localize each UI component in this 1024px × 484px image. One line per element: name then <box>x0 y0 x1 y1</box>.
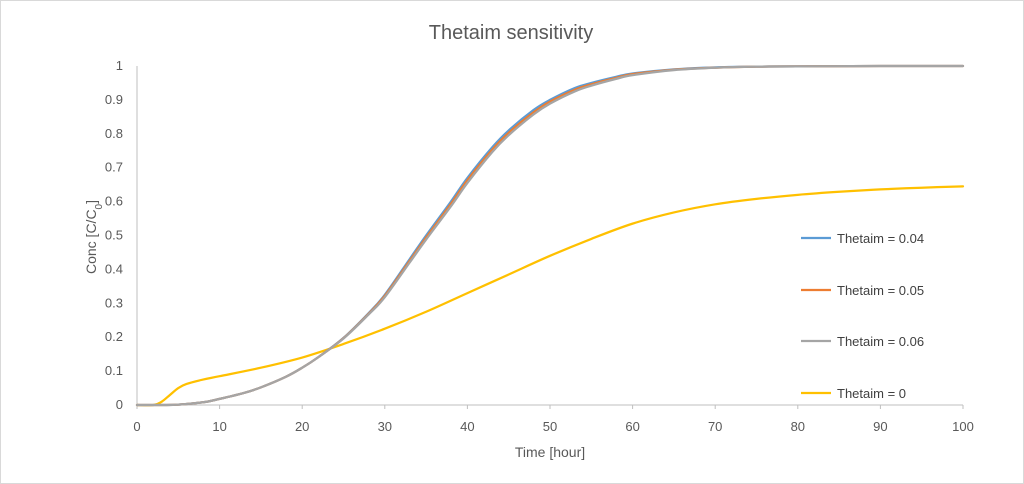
y-tick-label: 0.6 <box>105 194 123 209</box>
legend-label: Thetaim = 0.06 <box>837 334 924 349</box>
x-tick-label: 40 <box>460 419 474 434</box>
y-tick-label: 0.3 <box>105 295 123 310</box>
y-tick-label: 0.5 <box>105 228 123 243</box>
x-tick-label: 10 <box>212 419 226 434</box>
y-tick-label: 0.1 <box>105 363 123 378</box>
legend-label: Thetaim = 0.05 <box>837 283 924 298</box>
y-tick-labels: 0 0.1 0.2 0.3 0.4 0.5 0.6 0.7 0.8 0.9 1 <box>105 58 123 412</box>
x-tick-label: 60 <box>625 419 639 434</box>
x-tick-labels: 0 10 20 30 40 50 60 70 80 90 100 <box>133 405 974 434</box>
y-axis-title-subscript: 0 <box>94 203 105 209</box>
y-axis-title: Conc [C/C0] <box>83 200 105 274</box>
y-tick-label: 1 <box>116 58 123 73</box>
y-tick-label: 0.8 <box>105 126 123 141</box>
y-tick-label: 0.7 <box>105 160 123 175</box>
x-tick-label: 80 <box>791 419 805 434</box>
y-axis-title-suffix: ] <box>83 200 99 204</box>
series-lines <box>135 64 965 407</box>
y-tick-label: 0.2 <box>105 329 123 344</box>
x-tick-label: 70 <box>708 419 722 434</box>
series-line-thetaim-0-06 <box>135 64 965 407</box>
svg-text:Conc [C/C0]: Conc [C/C0] <box>83 200 105 274</box>
y-tick-label: 0.9 <box>105 92 123 107</box>
x-tick-label: 20 <box>295 419 309 434</box>
legend: Thetaim = 0.04 Thetaim = 0.05 Thetaim = 0.… <box>801 231 924 401</box>
legend-label: Thetaim = 0 <box>837 386 906 401</box>
x-tick-label: 100 <box>952 419 974 434</box>
x-tick-label: 30 <box>378 419 392 434</box>
chart-title: Thetaim sensitivity <box>429 22 594 44</box>
x-tick-label: 90 <box>873 419 887 434</box>
x-axis-title: Time [hour] <box>515 444 585 460</box>
y-tick-label: 0 <box>116 397 123 412</box>
legend-label: Thetaim = 0.04 <box>837 231 924 246</box>
series-line-thetaim-0 <box>135 185 965 407</box>
y-tick-label: 0.4 <box>105 261 123 276</box>
x-tick-label: 0 <box>133 419 140 434</box>
y-axis-title-main: Conc [C/C <box>83 209 99 274</box>
x-tick-label: 50 <box>543 419 557 434</box>
